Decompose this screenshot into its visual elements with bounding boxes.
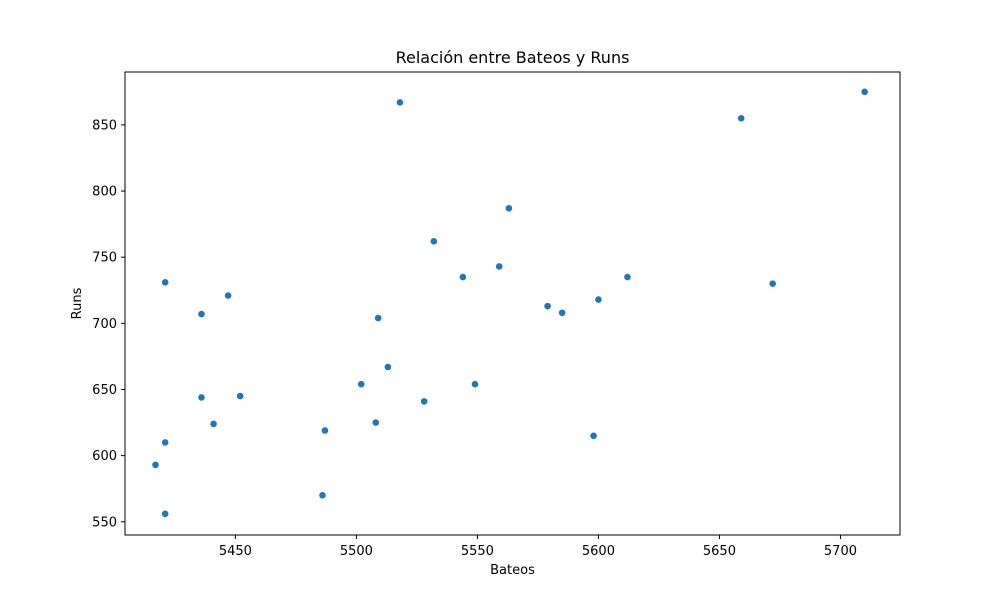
x-axis-label: Bateos bbox=[490, 563, 535, 578]
data-point bbox=[504, 204, 513, 213]
data-point bbox=[458, 273, 467, 281]
y-tick-label: 600 bbox=[92, 449, 117, 464]
x-tick-label: 5500 bbox=[340, 544, 373, 559]
data-point bbox=[224, 291, 233, 300]
data-point bbox=[374, 314, 383, 322]
y-tick-label: 700 bbox=[92, 317, 117, 332]
data-point bbox=[209, 419, 218, 428]
data-point bbox=[357, 380, 366, 389]
data-point bbox=[737, 114, 746, 123]
y-tick-label: 550 bbox=[92, 515, 117, 530]
data-point bbox=[594, 295, 603, 304]
x-tick-label: 5700 bbox=[824, 544, 857, 559]
data-points bbox=[151, 87, 869, 518]
data-point bbox=[429, 237, 438, 246]
y-tick-label: 650 bbox=[92, 383, 117, 398]
data-point bbox=[151, 460, 160, 469]
x-tick-label: 5450 bbox=[219, 544, 252, 559]
y-axis-label: Runs bbox=[70, 287, 85, 319]
data-point bbox=[495, 262, 504, 271]
data-point bbox=[768, 279, 777, 288]
chart-title: Relación entre Bateos y Runs bbox=[396, 48, 630, 67]
data-point bbox=[543, 302, 552, 311]
data-point bbox=[318, 491, 327, 500]
data-point bbox=[396, 98, 404, 107]
data-point bbox=[161, 278, 170, 287]
data-point bbox=[236, 392, 245, 400]
y-tick-label: 750 bbox=[92, 251, 117, 266]
data-point bbox=[623, 273, 632, 281]
data-point bbox=[383, 363, 392, 371]
data-point bbox=[197, 393, 206, 402]
x-tick-label: 5650 bbox=[703, 544, 736, 559]
y-tick-label: 850 bbox=[92, 118, 117, 133]
data-point bbox=[420, 397, 429, 406]
data-point bbox=[589, 431, 598, 440]
x-tick-label: 5550 bbox=[461, 544, 494, 559]
data-point bbox=[471, 380, 479, 389]
y-tick-label: 800 bbox=[92, 185, 117, 200]
data-point bbox=[558, 308, 567, 317]
x-axis: 5450 5500 5550 5600 5650 5700 bbox=[219, 535, 857, 559]
plot-frame bbox=[124, 71, 901, 536]
data-point bbox=[321, 426, 329, 435]
data-point bbox=[860, 87, 869, 96]
y-axis: 550 600 650 700 750 800 850 bbox=[92, 118, 125, 530]
data-point bbox=[161, 509, 170, 518]
data-point bbox=[161, 438, 170, 447]
x-tick-label: 5600 bbox=[582, 544, 615, 559]
data-point bbox=[371, 418, 380, 427]
data-point bbox=[197, 310, 206, 318]
